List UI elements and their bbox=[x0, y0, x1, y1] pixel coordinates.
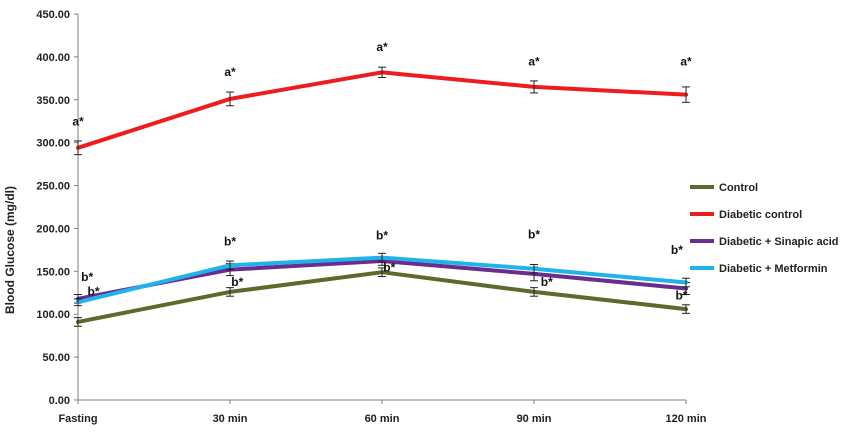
x-tick-labels: Fasting 30 min 60 min 90 min 120 min bbox=[58, 413, 706, 425]
legend-item: Diabetic + Metformin bbox=[690, 263, 828, 275]
significance-label: a* bbox=[376, 40, 388, 54]
significance-label: a* bbox=[224, 65, 236, 79]
x-tick-label: 60 min bbox=[365, 413, 400, 425]
x-tick-label: 30 min bbox=[213, 413, 248, 425]
y-tick-label: 450.00 bbox=[36, 9, 70, 21]
y-tick-label: 300.00 bbox=[36, 138, 70, 150]
y-axis-label: Blood Glucose (mg/dl) bbox=[3, 186, 17, 314]
y-tick-label: 150.00 bbox=[36, 266, 70, 278]
y-tick-label: 50.00 bbox=[42, 352, 70, 364]
series-diabetic-control bbox=[74, 66, 690, 156]
legend-item: Control bbox=[690, 182, 758, 194]
y-tick-label: 250.00 bbox=[36, 181, 70, 193]
significance-label: b* bbox=[528, 228, 540, 242]
series-lines bbox=[74, 66, 690, 327]
legend-label: Diabetic + Sinapic acid bbox=[719, 236, 839, 248]
significance-label: b* bbox=[541, 275, 553, 289]
y-tick-label: 100.00 bbox=[36, 309, 70, 321]
significance-label: a* bbox=[528, 54, 540, 68]
significance-label: b* bbox=[231, 275, 243, 289]
y-tick-label: 400.00 bbox=[36, 52, 70, 64]
significance-label: a* bbox=[680, 54, 692, 68]
legend-item: Diabetic + Sinapic acid bbox=[690, 236, 839, 248]
significance-label: b* bbox=[671, 243, 683, 257]
legend-label: Diabetic + Metformin bbox=[719, 263, 828, 275]
significance-label: b* bbox=[383, 260, 395, 274]
legend-label: Diabetic control bbox=[719, 209, 802, 221]
legend-label: Control bbox=[719, 182, 758, 194]
significance-label: a* bbox=[72, 115, 84, 129]
significance-label: b* bbox=[675, 289, 687, 303]
chart-axes bbox=[74, 13, 687, 404]
y-tick-label: 200.00 bbox=[36, 223, 70, 235]
series-line bbox=[76, 70, 688, 150]
x-tick-label: 120 min bbox=[666, 413, 707, 425]
significance-annotations: a*a*a*a* a*b*b*b*b*b*b*b*b*b*b* bbox=[72, 40, 692, 303]
series-diabetic-metformin bbox=[74, 252, 690, 307]
significance-label: b* bbox=[376, 229, 388, 243]
legend-item: Diabetic control bbox=[690, 209, 802, 221]
significance-label: b* bbox=[224, 235, 236, 249]
legend: Control Diabetic control Diabetic + Sinapi… bbox=[690, 182, 839, 275]
y-tick-label: 0.00 bbox=[49, 395, 70, 407]
x-tick-label: 90 min bbox=[517, 413, 552, 425]
y-tick-label: 350.00 bbox=[36, 95, 70, 107]
significance-label: b* bbox=[88, 284, 100, 298]
y-tick-labels: 0.00 50.00 100.00 150.00 200.00 250.00 300.00 3… bbox=[36, 9, 70, 407]
significance-label: b* bbox=[81, 270, 93, 284]
series-control bbox=[74, 267, 690, 327]
x-tick-label: Fasting bbox=[58, 413, 97, 425]
